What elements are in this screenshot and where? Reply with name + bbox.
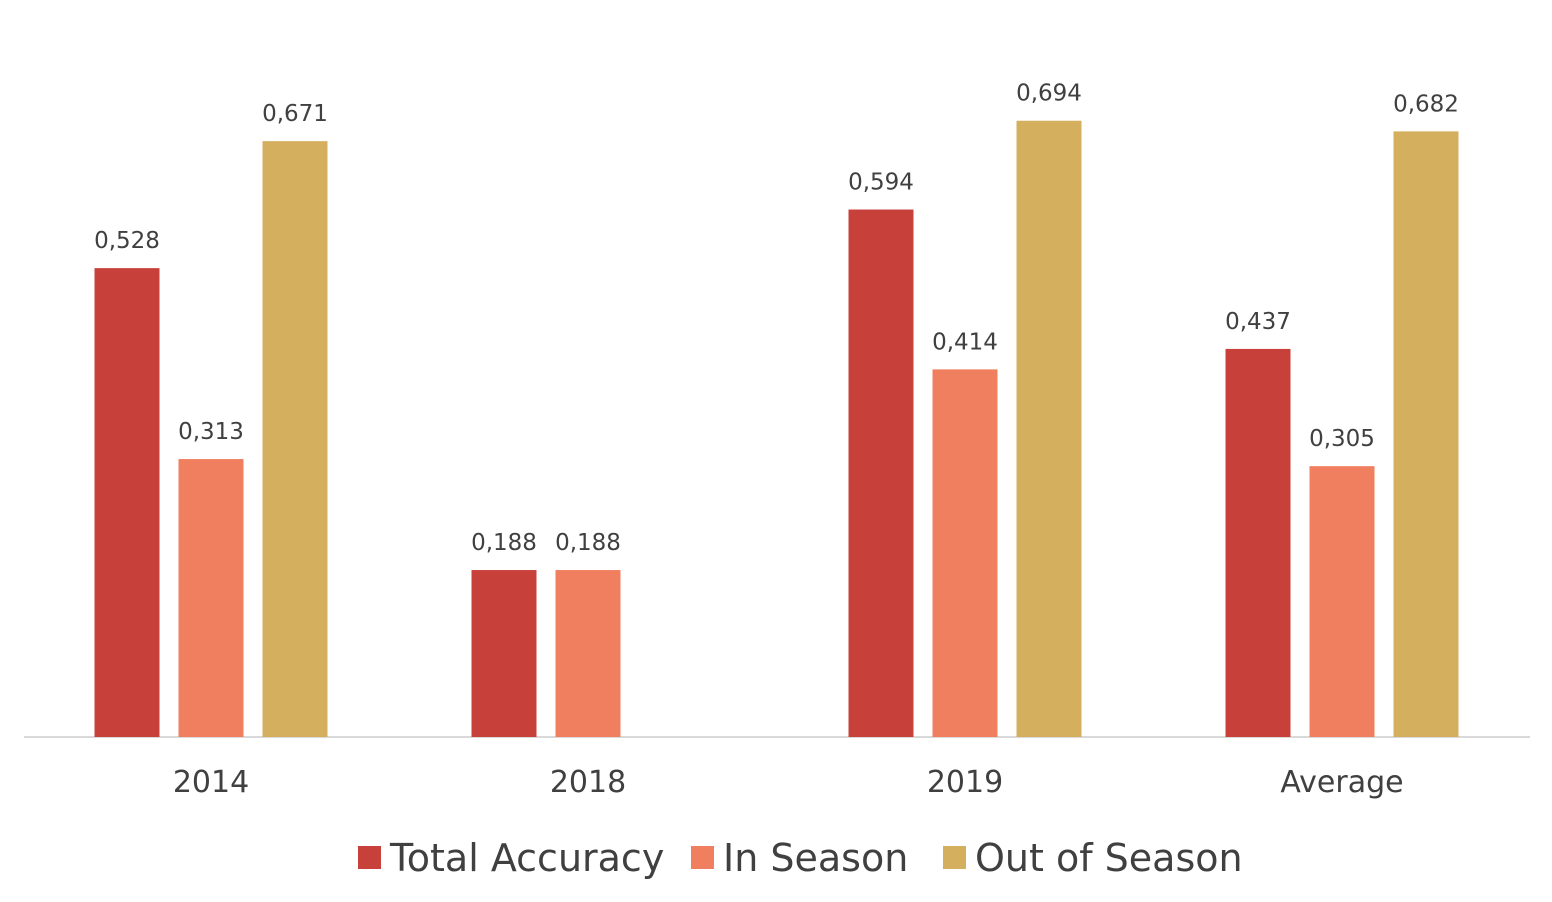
- bar-2018-total-accuracy: [471, 570, 537, 737]
- data-labels-group: 0,528 0,313 0,671 0,188 0,188 0,594 0,414 0,694…: [94, 81, 1459, 556]
- legend-swatch-total-accuracy: [358, 846, 381, 869]
- bar-average-in-season: [1309, 466, 1375, 737]
- bar-2019-in-season: [932, 369, 998, 737]
- x-tick-label-average: Average: [1280, 765, 1403, 800]
- legend-swatch-in-season: [691, 846, 714, 869]
- bar-2019-total-accuracy: [848, 209, 914, 737]
- bar-2018-in-season: [555, 570, 621, 737]
- legend-label-in-season: In Season: [723, 836, 908, 880]
- x-tick-label-2019: 2019: [927, 765, 1003, 800]
- bar-average-total-accuracy: [1225, 348, 1291, 737]
- data-label-2019-out-of-season: 0,694: [1016, 81, 1082, 107]
- data-label-average-total-accuracy: 0,437: [1225, 309, 1291, 335]
- data-label-2014-in-season: 0,313: [178, 419, 244, 445]
- data-label-2019-total-accuracy: 0,594: [848, 170, 914, 196]
- x-tick-label-2018: 2018: [550, 765, 626, 800]
- legend: Total Accuracy In Season Out of Season: [358, 836, 1243, 880]
- data-label-2018-total-accuracy: 0,188: [471, 530, 537, 556]
- bar-2014-out-of-season: [262, 141, 328, 738]
- data-label-2019-in-season: 0,414: [932, 329, 998, 355]
- x-tick-labels-group: 2014 2018 2019 Average: [173, 765, 1404, 800]
- data-label-average-in-season: 0,305: [1309, 426, 1375, 452]
- data-label-2018-in-season: 0,188: [555, 530, 621, 556]
- data-label-2014-out-of-season: 0,671: [262, 101, 328, 127]
- x-tick-label-2014: 2014: [173, 765, 249, 800]
- legend-swatch-out-of-season: [943, 846, 966, 869]
- data-label-average-out-of-season: 0,682: [1393, 91, 1459, 117]
- data-label-2014-total-accuracy: 0,528: [94, 228, 160, 254]
- bar-2019-out-of-season: [1016, 120, 1082, 737]
- bar-2014-total-accuracy: [94, 268, 160, 737]
- bar-2014-in-season: [178, 459, 244, 737]
- legend-label-out-of-season: Out of Season: [975, 836, 1243, 880]
- bars-group: [94, 120, 1459, 738]
- bar-average-out-of-season: [1393, 131, 1459, 737]
- legend-label-total-accuracy: Total Accuracy: [389, 836, 664, 880]
